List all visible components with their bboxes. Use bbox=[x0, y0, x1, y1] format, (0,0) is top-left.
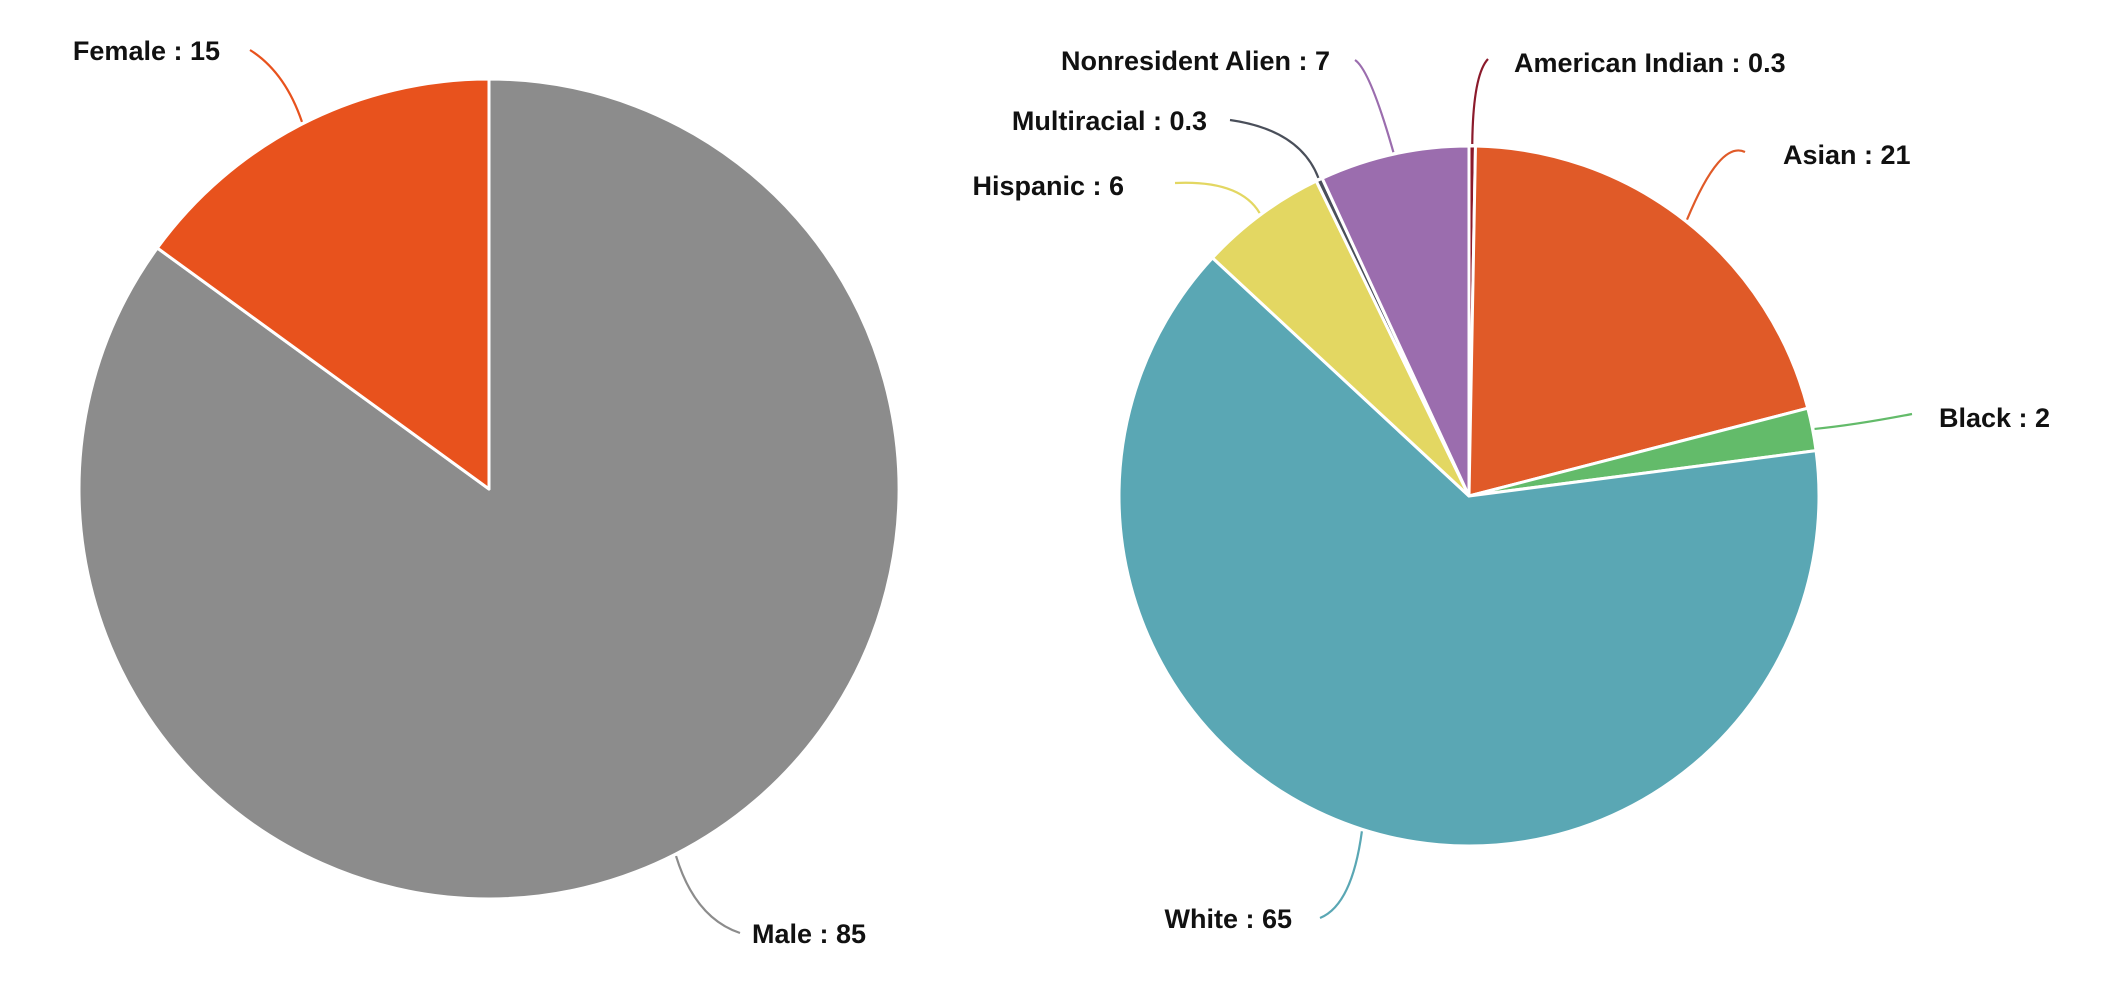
leader-line-male bbox=[674, 855, 741, 935]
leader-line-nonresident-alien bbox=[1354, 59, 1395, 153]
leader-line-american-indian bbox=[1471, 58, 1489, 145]
leader-line-hispanic bbox=[1174, 181, 1261, 214]
pie-slice-hispanic bbox=[1211, 179, 1471, 498]
pie-slice-female bbox=[155, 77, 491, 491]
pie-chart-ethnicity: American Indian : 0.3 Asian : 21 Black : 2… bbox=[972, 46, 2050, 934]
data-label-male: Male : 85 bbox=[752, 919, 866, 949]
pie-slice-nonresident-alien bbox=[1320, 144, 1471, 498]
leader-line-white bbox=[1319, 831, 1363, 920]
data-label-multiracial: Multiracial : 0.3 bbox=[1012, 106, 1207, 136]
pie-slice-asian bbox=[1467, 144, 1810, 498]
leader-line-multiracial bbox=[1229, 118, 1320, 179]
data-label-white: White : 65 bbox=[1164, 904, 1292, 934]
leader-line-female bbox=[249, 49, 303, 123]
data-label-female: Female : 15 bbox=[73, 36, 220, 66]
pie-chart-gender: Male : 85 Female : 15 bbox=[73, 36, 901, 949]
leader-line-asian bbox=[1685, 149, 1746, 221]
data-label-nonresident-alien: Nonresident Alien : 7 bbox=[1061, 46, 1330, 76]
data-label-black: Black : 2 bbox=[1939, 403, 2050, 433]
data-label-asian: Asian : 21 bbox=[1783, 140, 1911, 170]
data-label-hispanic: Hispanic : 6 bbox=[972, 171, 1124, 201]
data-label-american-indian: American Indian : 0.3 bbox=[1514, 48, 1786, 78]
pie-slice-white bbox=[1117, 256, 1821, 848]
leader-line-black bbox=[1814, 412, 1913, 431]
